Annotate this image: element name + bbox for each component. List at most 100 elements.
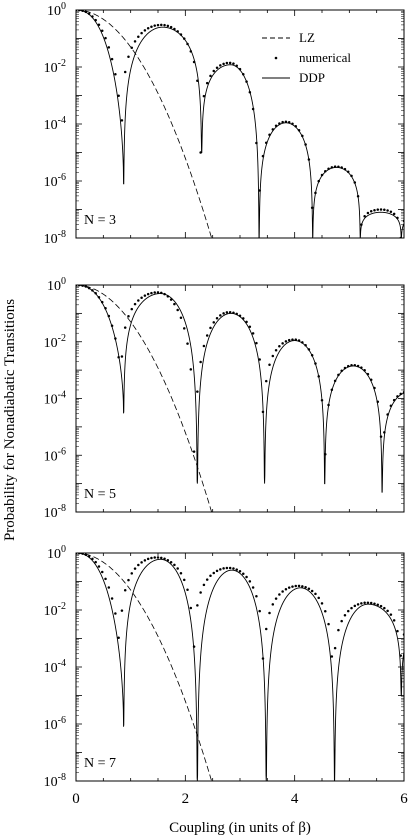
- numerical-point: [228, 310, 232, 314]
- numerical-point: [268, 363, 271, 366]
- numerical-point: [76, 10, 78, 12]
- numerical-point: [399, 654, 402, 657]
- numerical-point: [123, 589, 127, 592]
- numerical-point: [225, 61, 229, 65]
- numerical-point: [386, 209, 389, 212]
- numerical-point: [100, 570, 104, 574]
- numerical-point: [271, 128, 275, 131]
- numerical-point: [324, 610, 327, 613]
- numerical-point: [363, 601, 366, 605]
- numerical-point: [281, 342, 284, 345]
- y-tick-exponent: -8: [58, 229, 66, 240]
- numerical-point: [107, 586, 111, 589]
- numerical-point: [324, 170, 327, 173]
- numerical-point: [373, 208, 376, 212]
- numerical-point: [317, 375, 320, 378]
- numerical-point: [110, 57, 114, 61]
- y-tick-exponent: -4: [58, 115, 66, 126]
- numerical-point: [392, 398, 396, 402]
- numerical-point: [268, 611, 271, 615]
- numerical-point: [78, 553, 81, 555]
- numerical-point: [343, 366, 347, 370]
- numerical-point: [278, 122, 281, 125]
- y-tick-base: 10: [44, 393, 58, 408]
- numerical-point: [366, 601, 370, 604]
- numerical-point: [140, 296, 143, 299]
- numerical-point: [91, 557, 94, 561]
- x-tick-label: 6: [400, 791, 408, 807]
- y-tick-exponent: -2: [58, 601, 66, 612]
- numerical-point: [287, 121, 291, 124]
- y-tick-base: 10: [44, 506, 58, 521]
- numerical-point: [212, 571, 216, 575]
- numerical-point: [238, 314, 242, 317]
- y-tick-base: 10: [44, 604, 58, 619]
- plot-area: [76, 285, 404, 512]
- numerical-point: [274, 124, 278, 128]
- numerical-point: [314, 362, 317, 365]
- numerical-point: [100, 300, 104, 304]
- numerical-point: [76, 553, 78, 555]
- numerical-point: [294, 338, 298, 341]
- numerical-point: [232, 311, 235, 314]
- ddp-series-line: [76, 10, 404, 238]
- numerical-point: [160, 23, 163, 27]
- numerical-point: [104, 307, 107, 310]
- x-tick-label: 0: [72, 791, 80, 807]
- numerical-point: [169, 298, 173, 301]
- numerical-point: [130, 307, 134, 311]
- numerical-point: [215, 317, 219, 320]
- y-tick-exponent: -2: [58, 333, 66, 344]
- numerical-point: [78, 285, 81, 287]
- numerical-point: [104, 36, 107, 40]
- numerical-point: [284, 588, 288, 591]
- numerical-point: [219, 64, 222, 67]
- numerical-point: [225, 566, 229, 570]
- y-tick-exponent: -2: [58, 58, 66, 69]
- numerical-point: [242, 572, 245, 575]
- y-tick-label: 100: [47, 544, 66, 562]
- numerical-point: [166, 558, 170, 562]
- numerical-point: [356, 603, 360, 606]
- numerical-point: [376, 603, 380, 606]
- legend-numerical-label: numerical: [299, 50, 351, 65]
- numerical-point: [219, 568, 222, 571]
- numerical-point: [310, 206, 314, 209]
- numerical-point: [84, 285, 88, 288]
- numerical-point: [205, 578, 209, 581]
- numerical-point: [278, 345, 281, 348]
- numerical-point: [255, 341, 258, 345]
- y-tick-base: 10: [47, 279, 61, 294]
- numerical-point: [78, 10, 81, 12]
- numerical-point: [192, 60, 196, 64]
- numerical-point: [169, 560, 173, 564]
- numerical-point: [150, 291, 153, 295]
- numerical-point: [150, 556, 153, 560]
- numerical-point: [104, 577, 107, 581]
- numerical-point: [396, 629, 399, 633]
- numerical-point: [87, 555, 91, 558]
- numerical-point: [94, 292, 97, 295]
- numerical-point: [205, 334, 209, 337]
- ddp-series-line: [76, 553, 404, 781]
- numerical-point: [297, 128, 301, 132]
- numerical-point: [130, 572, 134, 575]
- numerical-point: [202, 344, 206, 348]
- numerical-point: [291, 585, 294, 588]
- numerical-point: [353, 181, 357, 184]
- numerical-point: [258, 358, 261, 361]
- x-tick-labels: 0 2 4 6: [72, 791, 408, 807]
- numerical-point: [369, 378, 373, 381]
- numerical-point: [245, 80, 248, 83]
- numerical-point: [399, 236, 402, 238]
- numerical-point: [255, 141, 258, 145]
- numerical-point: [389, 404, 393, 407]
- numerical-series: [76, 553, 404, 660]
- numerical-point: [182, 37, 186, 40]
- numerical-point: [281, 120, 284, 124]
- numerical-point: [179, 571, 183, 575]
- numerical-point: [137, 299, 140, 302]
- numerical-point: [294, 125, 298, 128]
